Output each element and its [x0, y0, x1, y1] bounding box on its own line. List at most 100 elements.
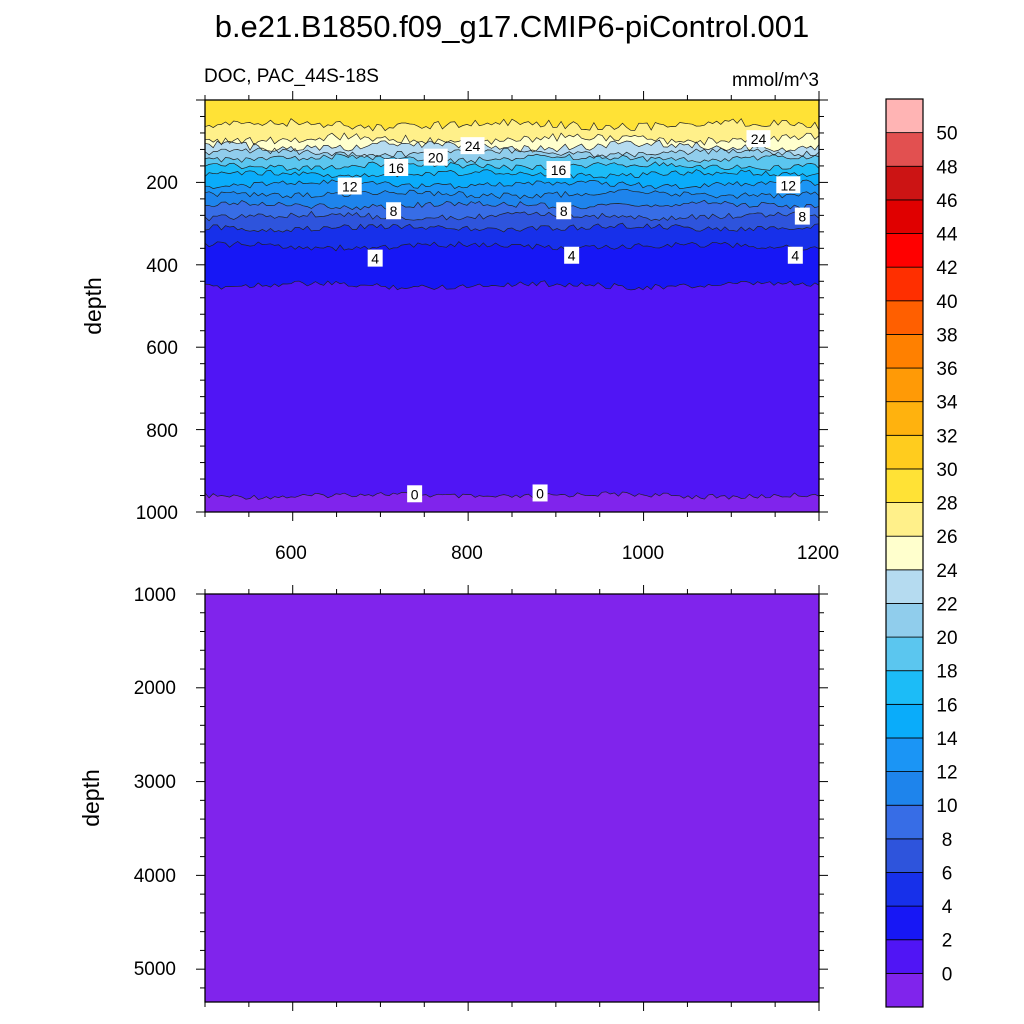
contour-label-box — [423, 148, 448, 166]
colorbar-label: 2 — [942, 931, 953, 952]
colorbar-label: 34 — [936, 393, 958, 414]
contour-line — [205, 169, 819, 179]
contour-label-box — [386, 202, 402, 220]
x-tick-label: 1200 — [797, 543, 839, 564]
colorbar-box — [885, 98, 924, 134]
contour-label-text: 24 — [751, 131, 767, 147]
top-axis-ticks — [196, 91, 828, 521]
contour-label-text: 0 — [536, 485, 544, 501]
contour-line — [205, 179, 819, 190]
colorbar: 0246810121416182022242628303234363840424… — [885, 98, 958, 1008]
y-tick-label: 2000 — [134, 678, 176, 699]
left-subtitle: DOC, PAC_44S-18S — [204, 66, 379, 87]
contour-label-box — [776, 176, 801, 194]
contour-line — [205, 199, 819, 211]
contour-label-box — [746, 130, 771, 148]
contour-label-text: 12 — [342, 179, 358, 195]
colorbar-box — [885, 703, 924, 739]
contour-label: 20 — [423, 148, 448, 166]
colorbar-box — [885, 233, 924, 268]
contour-label: 12 — [337, 177, 362, 195]
contour-label-box — [367, 249, 383, 267]
contour-label-text: 8 — [560, 203, 568, 219]
colorbar-box — [885, 872, 924, 907]
contour-label-text: 24 — [465, 138, 481, 154]
colorbar-label: 28 — [936, 494, 957, 515]
contour-label-box — [556, 202, 572, 220]
x-tick-label: 800 — [451, 543, 483, 564]
colorbar-box — [885, 502, 924, 537]
x-tick-label: 600 — [275, 543, 307, 564]
contour-lines — [205, 118, 819, 500]
colorbar-label: 18 — [936, 662, 957, 683]
contour-label: 4 — [367, 249, 383, 267]
colorbar-label: 40 — [936, 292, 957, 313]
colorbar-label: 10 — [936, 796, 957, 817]
colorbar-box — [885, 535, 924, 571]
colorbar-label: 12 — [936, 763, 957, 784]
contour-label: 16 — [546, 161, 571, 179]
contour-label-text: 4 — [371, 251, 379, 267]
colorbar-box — [885, 838, 924, 873]
colorbar-box — [885, 771, 924, 806]
colorbar-box — [885, 636, 924, 672]
colorbar-box — [885, 603, 924, 638]
contour-label-box — [407, 485, 423, 503]
chart-title: b.e21.B1850.f09_g17.CMIP6-piControl.001 — [215, 9, 810, 44]
contour-line — [205, 222, 819, 233]
colorbar-box — [885, 165, 924, 201]
y-tick-label: 600 — [146, 338, 178, 359]
contour-label-box — [794, 207, 810, 225]
colorbar-box — [885, 401, 924, 436]
contour-label-text: 20 — [428, 150, 444, 166]
colorbar-label: 26 — [936, 527, 957, 548]
contour-label-text: 12 — [781, 177, 797, 193]
colorbar-box — [885, 939, 924, 974]
colorbar-box — [885, 804, 924, 840]
colorbar-label: 16 — [936, 695, 957, 716]
contour-line — [205, 210, 819, 222]
colorbar-boxes — [885, 98, 924, 1008]
y-axis-label: depth — [80, 277, 106, 335]
contour-label-box — [564, 246, 580, 264]
colorbar-label: 38 — [936, 325, 957, 346]
units-label: mmol/m^3 — [732, 70, 819, 91]
contour-line — [205, 139, 819, 153]
contour-line — [205, 188, 819, 200]
contour-label: 24 — [746, 130, 771, 148]
colorbar-label: 44 — [936, 225, 958, 246]
contour-label-box — [460, 137, 485, 155]
contour-line — [205, 491, 819, 500]
contour-label: 16 — [384, 158, 409, 176]
y-tick-label: 1000 — [134, 585, 176, 606]
colorbar-box — [885, 434, 924, 470]
colorbar-label: 8 — [942, 830, 953, 851]
contour-label-text: 4 — [568, 248, 576, 264]
colorbar-label: 46 — [936, 191, 957, 212]
contour-label-box — [337, 177, 362, 195]
contour-label: 0 — [532, 484, 548, 502]
y-tick-label: 3000 — [134, 772, 176, 793]
contour-line — [205, 161, 819, 171]
y-tick-label: 4000 — [134, 866, 176, 887]
colorbar-label: 30 — [936, 460, 957, 481]
contour-line — [205, 241, 819, 252]
contour-label-box — [546, 161, 571, 179]
y-tick-label: 1000 — [136, 503, 178, 524]
colorbar-box — [885, 199, 924, 234]
colorbar-labels: 0246810121416182022242628303234363840424… — [936, 124, 958, 986]
colorbar-box — [885, 569, 924, 604]
colorbar-label: 32 — [936, 426, 957, 447]
contour-label-text: 8 — [390, 203, 398, 219]
contour-line — [205, 147, 819, 158]
contour-label: 8 — [794, 207, 810, 225]
colorbar-label: 22 — [936, 594, 957, 615]
colorbar-label: 48 — [936, 157, 957, 178]
contour-label-box — [384, 158, 409, 176]
y-tick-label: 400 — [146, 256, 178, 277]
colorbar-label: 20 — [936, 628, 957, 649]
colorbar-box — [885, 300, 924, 335]
contour-line — [205, 118, 819, 132]
